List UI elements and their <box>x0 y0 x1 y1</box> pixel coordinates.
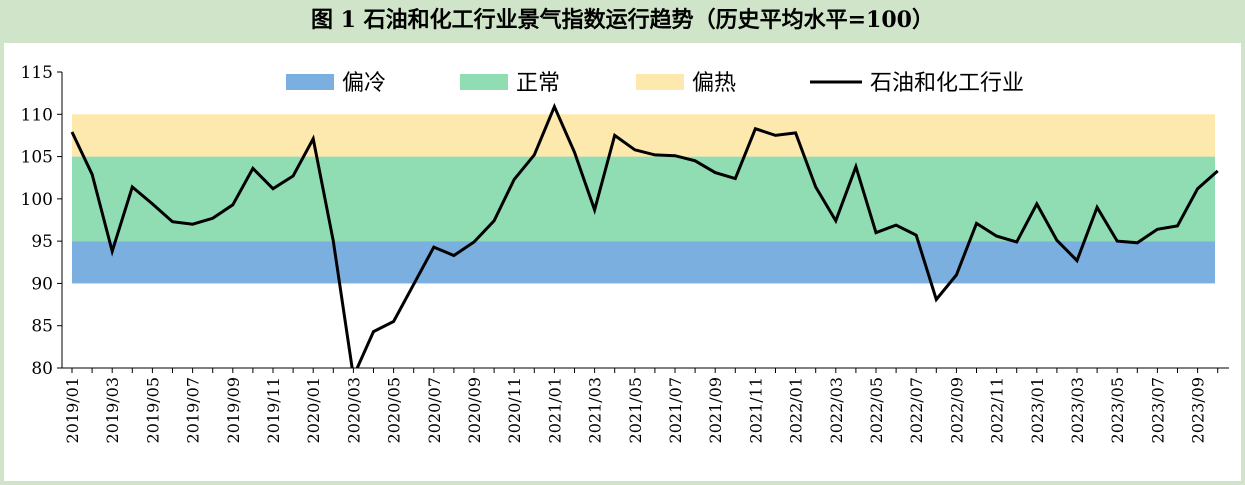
y-tick-layer: 80 85 90 95 100 105 110 115 <box>21 63 62 379</box>
x-tick-label: 2020/05 <box>385 377 404 443</box>
x-tick-label: 2023/09 <box>1189 377 1208 443</box>
x-tick-label: 2021/01 <box>545 377 564 443</box>
x-tick-layer: 2019/01 2019/03 2019/05 2019/07 2019/09 2019/… <box>63 368 1219 443</box>
y-tick-label: 80 <box>31 359 53 379</box>
x-tick-label: 2021/03 <box>586 377 605 443</box>
x-tick-label: 2022/01 <box>787 377 806 443</box>
x-tick-label: 2022/05 <box>867 377 886 443</box>
x-tick-label: 2020/01 <box>304 377 323 443</box>
y-tick-label: 95 <box>31 232 53 252</box>
y-tick-label: 90 <box>31 274 53 294</box>
x-tick-label: 2020/03 <box>344 377 363 443</box>
legend-label-3: 石油和化工行业 <box>870 71 1024 96</box>
x-tick-label: 2021/09 <box>706 377 725 443</box>
x-tick-label: 2023/05 <box>1108 377 1127 443</box>
x-tick-label: 2021/07 <box>666 377 685 443</box>
band-0 <box>72 241 1215 284</box>
x-tick-label: 2019/09 <box>224 377 243 443</box>
series-line-0 <box>70 102 1219 368</box>
y-tick-label: 100 <box>21 190 53 210</box>
x-tick-label: 2019/11 <box>264 377 283 443</box>
legend-swatch-1 <box>460 74 508 90</box>
x-tick-label: 2022/03 <box>827 377 846 443</box>
x-tick-label: 2023/01 <box>1028 377 1047 443</box>
x-tick-label: 2019/07 <box>184 377 203 443</box>
x-tick-label: 2023/03 <box>1068 377 1087 443</box>
legend-label-1: 正常 <box>516 71 560 96</box>
x-tick-label: 2019/03 <box>103 377 122 443</box>
y-tick-label: 110 <box>21 105 53 125</box>
legend-swatch-0 <box>286 74 334 90</box>
x-tick-label: 2020/07 <box>425 377 444 443</box>
legend: 偏冷 正常 偏热 石油和化工行业 <box>286 71 1024 96</box>
band-layer <box>72 114 1215 284</box>
legend-label-2: 偏热 <box>692 71 736 96</box>
y-tick-label: 115 <box>21 63 53 83</box>
x-tick-label: 2021/05 <box>626 377 645 443</box>
series-layer <box>70 102 1219 368</box>
axes-layer <box>61 72 1229 369</box>
chart-title: 图 1 石油和化工行业景气指数运行趋势（历史平均水平=100） <box>311 7 934 33</box>
band-2 <box>72 114 1215 157</box>
x-tick-label: 2022/09 <box>947 377 966 443</box>
y-tick-label: 105 <box>21 148 53 168</box>
y-tick-label: 85 <box>31 317 53 337</box>
legend-label-0: 偏冷 <box>342 71 386 96</box>
x-tick-label: 2021/11 <box>746 377 765 443</box>
x-tick-label: 2020/11 <box>505 377 524 443</box>
x-tick-label: 2022/07 <box>907 377 926 443</box>
chart-panel: 80 85 90 95 100 105 110 115 2019/01 2019/03 2019/… <box>4 43 1241 481</box>
band-1 <box>72 156 1215 242</box>
legend-swatch-2 <box>636 74 684 90</box>
x-tick-label: 2019/05 <box>143 377 162 443</box>
x-tick-label: 2022/11 <box>988 377 1007 443</box>
x-tick-label: 2019/01 <box>63 377 82 443</box>
x-tick-label: 2023/07 <box>1148 377 1167 443</box>
x-tick-label: 2020/09 <box>465 377 484 443</box>
